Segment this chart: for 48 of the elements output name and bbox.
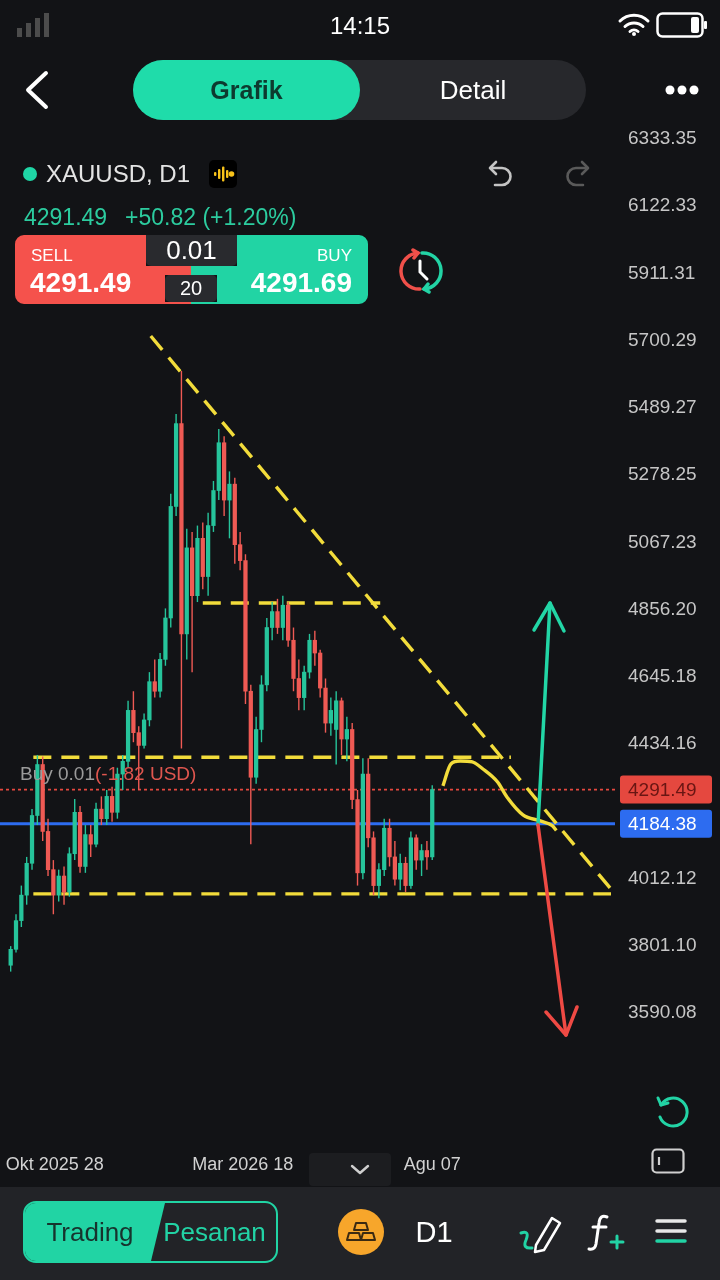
y-tick-label: 5278.25 [628, 463, 697, 485]
text: Pesanan [162, 1216, 267, 1249]
candlestick [61, 865, 67, 906]
candlestick [99, 795, 104, 826]
annotation: 4291.69 [250, 267, 352, 299]
candlestick [424, 840, 430, 871]
candlestick [109, 786, 115, 823]
candlestick [104, 789, 109, 826]
text: Trading [45, 1216, 135, 1249]
candlestick [152, 658, 157, 699]
y-tick-label: 5489.27 [628, 396, 697, 418]
ref-line-label: 4184.38 [628, 812, 697, 834]
annotation: SELL [31, 246, 73, 266]
candlestick [275, 598, 280, 635]
candlestick [56, 868, 61, 903]
candlestick [392, 840, 398, 887]
ref-line-label: 4291.49 [628, 778, 697, 800]
text: XAUUSD, D1 [46, 159, 191, 189]
candlestick [419, 843, 424, 877]
y-tick-label: 4012.12 [628, 866, 697, 888]
text: D1 [414, 1216, 454, 1249]
candlestick [88, 824, 93, 858]
y-tick-label: 5911.31 [628, 261, 696, 283]
y-tick-label: 5067.23 [628, 530, 697, 552]
text: Detail [438, 74, 508, 107]
y-tick-label: 4645.18 [628, 665, 697, 687]
annotation: +50.82 (+1.20%) [125, 204, 297, 231]
annotation: 4291.49 [30, 267, 132, 299]
x-tick-label: Okt 2025 28 [5, 1153, 104, 1174]
y-tick-label: 4856.20 [628, 597, 697, 619]
candlestick [403, 856, 408, 893]
candlestick [280, 594, 285, 641]
y-tick-label: 4434.16 [628, 732, 697, 754]
candlestick [227, 470, 232, 540]
y-tick-label: 3801.10 [628, 934, 697, 955]
candlestick [344, 716, 349, 763]
y-tick-label: 6333.35 [628, 127, 697, 149]
y-tick-label: 6122.33 [628, 194, 697, 216]
annotation: 4291.49 [24, 204, 108, 231]
x-tick-label: Mar 2026 18 [192, 1153, 294, 1174]
text: 14:15 [328, 12, 392, 40]
x-tick-label: Agu 07 [403, 1153, 461, 1174]
annotation: BUY [317, 246, 352, 266]
y-tick-label: 3590.08 [628, 1001, 697, 1023]
candlestick [312, 630, 317, 667]
candlestick [398, 853, 403, 892]
y-tick-label: 5700.29 [628, 328, 697, 350]
candlestick [414, 833, 419, 871]
